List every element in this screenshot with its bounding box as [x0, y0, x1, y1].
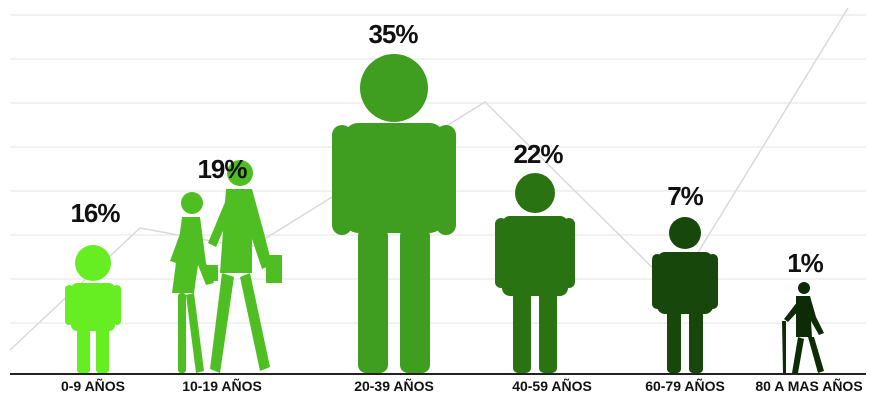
pictogram-figures [65, 54, 824, 373]
value-label-3: 22% [513, 139, 563, 169]
bar-figure-1-b [208, 160, 282, 373]
value-label-4: 7% [667, 181, 703, 211]
bar-figure-0 [65, 245, 121, 373]
category-label-3: 40-59 AÑOS [512, 377, 592, 394]
value-label-0: 16% [70, 198, 120, 228]
value-label-1: 19% [197, 154, 247, 184]
category-label-5: 80 A MAS AÑOS [755, 377, 862, 394]
value-label-2: 35% [368, 19, 418, 49]
category-label-0: 0-9 AÑOS [61, 377, 125, 394]
bar-figure-2 [332, 54, 456, 373]
category-label-2: 20-39 AÑOS [354, 377, 434, 394]
bar-figure-3 [495, 173, 575, 373]
bar-figure-1 [170, 192, 218, 373]
category-label-1: 10-19 AÑOS [182, 377, 262, 394]
category-label-4: 60-79 AÑOS [645, 377, 725, 394]
bar-figure-4 [652, 217, 718, 373]
bar-figure-5 [782, 282, 824, 373]
value-label-5: 1% [787, 248, 823, 278]
